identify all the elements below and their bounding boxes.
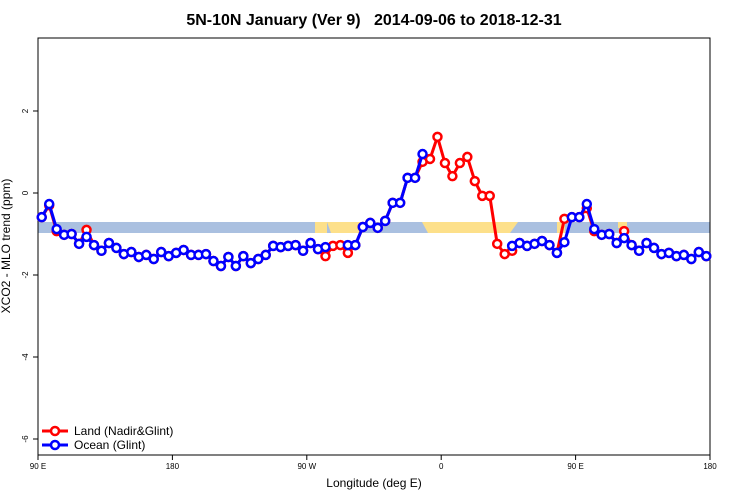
data-point [253,253,264,265]
series-line [40,153,707,269]
data-point [611,237,622,249]
data-point [432,131,443,143]
data-point [454,157,466,169]
series-line [40,131,707,269]
data-point [536,235,548,247]
data-point [305,237,316,249]
data-point [394,197,406,209]
data-point [141,249,152,261]
data-point [626,239,637,251]
data-point [51,223,62,235]
plot-frame [37,37,711,456]
data-point [208,255,219,267]
data-point [678,249,690,261]
y-tick-label: -6 [21,435,30,443]
data-point [230,260,242,272]
data-point [126,246,137,258]
y-tick-label: 2 [21,108,30,113]
data-point [559,236,570,248]
legend: Land (Nadir&Glint)Ocean (Glint) [42,424,173,452]
legend-label: Ocean (Glint) [74,438,145,452]
data-point [701,250,712,262]
data-point [290,239,301,251]
data-point [238,250,249,262]
data-point [223,251,234,263]
data-point [81,231,92,243]
x-tick-label: 90 E [567,462,583,471]
data-point [320,241,331,253]
data-point [66,228,77,240]
data-point [245,257,257,269]
x-tick-label: 90 W [297,462,316,471]
x-tick-label: 180 [166,462,180,471]
data-point [103,237,115,249]
data-point [260,249,271,261]
data-point [551,247,563,259]
data-point [491,238,503,250]
data-point [469,175,481,187]
data-point [648,242,660,254]
data-point [155,246,167,258]
data-point [320,250,331,262]
data-point [574,211,585,223]
data-point [36,211,47,223]
x-axis-label: Longitude (deg E) [326,476,421,490]
legend-marker [49,439,61,451]
y-axis-label: XCO2 - MLO trend (ppm) [0,179,13,314]
data-point [484,190,495,202]
legend-label: Land (Nadir&Glint) [74,424,173,438]
data-point [603,228,615,240]
data-point [350,239,361,251]
data-point [200,248,212,260]
data-point [215,260,227,272]
y-tick-label: 0 [21,190,30,195]
x-tick-label: 0 [439,462,444,471]
data-point [641,237,652,249]
x-tick-label: 180 [703,462,717,471]
data-point [73,238,85,250]
data-point [96,245,107,257]
data-point [148,253,159,265]
y-tick-label: -2 [21,271,30,279]
data-point [111,242,122,254]
data-point [447,170,458,182]
chart-title: 5N-10N January (Ver 9) 2014-09-06 to 201… [186,12,561,29]
data-point [686,253,697,265]
data-point [589,223,600,235]
data-point [439,157,451,169]
data-point [693,246,705,258]
data-point [417,148,428,160]
data-point [544,239,555,251]
data-point [633,245,645,257]
data-point [424,153,436,165]
data-point [88,239,100,251]
data-point [409,172,421,184]
data-point [618,232,630,244]
x-tick-label: 90 E [30,462,46,471]
data-point [379,215,391,227]
data-point [357,221,369,233]
legend-marker [49,425,61,437]
y-tick-label: -4 [21,353,30,361]
data-point [178,244,189,256]
data-point [365,217,376,229]
data-point [372,222,383,234]
data-point [297,245,309,257]
data-point [43,198,55,210]
data-point [462,151,473,163]
data-point [581,198,593,210]
